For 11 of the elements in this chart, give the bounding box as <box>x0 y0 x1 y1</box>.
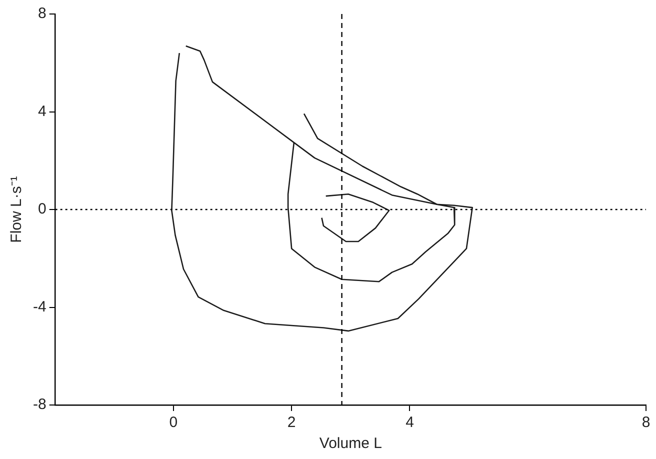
x-tick-label: 4 <box>406 414 414 432</box>
x-tick-label: 0 <box>169 414 178 432</box>
y-axis-title: Flow L·s⁻¹ <box>8 176 26 243</box>
y-tick-label: -4 <box>32 298 46 316</box>
y-tick-label: 4 <box>38 102 46 120</box>
y-tick-label: 0 <box>38 200 46 218</box>
x-axis-title: Volume L <box>319 435 382 452</box>
x-tick-label: 2 <box>287 414 296 432</box>
x-tick-label: 8 <box>642 414 650 432</box>
y-tick-label: 8 <box>38 5 46 22</box>
y-tick-label: -8 <box>32 396 46 414</box>
